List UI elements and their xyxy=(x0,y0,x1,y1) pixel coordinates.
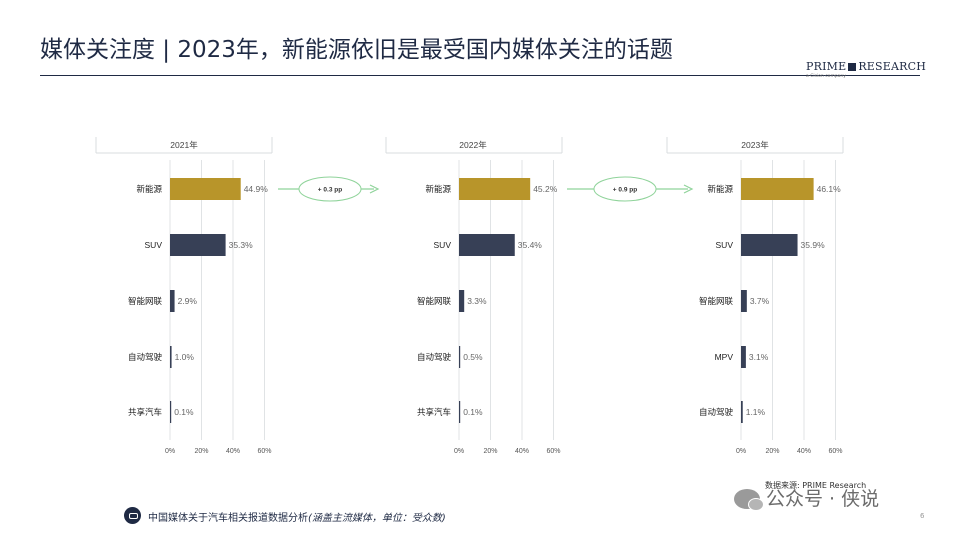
title-divider xyxy=(40,75,920,76)
category-label: 智能网联 xyxy=(417,296,452,306)
bar xyxy=(741,234,798,256)
watermark-text: 公众号 · 侠说 xyxy=(766,488,880,510)
category-label: SUV xyxy=(716,240,734,250)
bar xyxy=(170,178,241,200)
chart-title: 2022年 xyxy=(459,140,487,150)
category-label: SUV xyxy=(434,240,452,250)
category-label: 智能网联 xyxy=(128,296,163,306)
category-label: 新能源 xyxy=(136,184,162,194)
bar xyxy=(459,290,465,312)
bar xyxy=(741,178,814,200)
category-label: 自动驾驶 xyxy=(699,407,734,417)
watermark: 公众号 · 侠说 xyxy=(734,484,879,511)
bar xyxy=(741,346,746,368)
footer-note: (涵盖主流媒体，单位：受众数) xyxy=(308,513,446,524)
category-label: 新能源 xyxy=(425,184,451,194)
logo-mark-icon xyxy=(848,63,857,71)
value-label: 35.4% xyxy=(518,240,543,250)
bar xyxy=(459,346,461,368)
bar xyxy=(170,401,172,423)
category-label: 新能源 xyxy=(707,184,733,194)
change-label: + 0.9 pp xyxy=(613,187,637,194)
category-label: 共享汽车 xyxy=(128,407,162,417)
footer-text: 中国媒体关于汽车相关报道数据分析 xyxy=(148,513,308,524)
x-tick-label: 0% xyxy=(454,448,464,455)
x-tick-label: 0% xyxy=(736,448,746,455)
chat-bubble-icon xyxy=(124,507,141,524)
value-label: 3.7% xyxy=(750,296,770,306)
x-tick-label: 40% xyxy=(226,448,240,455)
value-label: 44.9% xyxy=(244,184,269,194)
logo-text-2: RESEARCH xyxy=(858,60,927,73)
logo-text: PRIME xyxy=(806,60,847,73)
page-title: 媒体关注度 | 2023年，新能源依旧是最受国内媒体关注的话题 xyxy=(40,37,673,63)
value-label: 3.1% xyxy=(749,352,769,362)
x-tick-label: 20% xyxy=(483,448,497,455)
bar xyxy=(741,290,747,312)
chart-title: 2023年 xyxy=(741,140,769,150)
change-label: + 0.3 pp xyxy=(318,187,342,194)
x-tick-label: 60% xyxy=(257,448,271,455)
change-badge xyxy=(298,176,362,202)
bar xyxy=(459,401,461,423)
x-tick-label: 0% xyxy=(165,448,175,455)
category-label: 自动驾驶 xyxy=(417,352,452,362)
bar xyxy=(170,234,226,256)
footer-caption: 中国媒体关于汽车相关报道数据分析(涵盖主流媒体，单位：受众数) xyxy=(148,509,446,524)
value-label: 1.0% xyxy=(175,352,195,362)
x-tick-label: 20% xyxy=(194,448,208,455)
value-label: 45.2% xyxy=(533,184,558,194)
x-tick-label: 60% xyxy=(828,448,842,455)
value-label: 0.1% xyxy=(174,407,194,417)
x-tick-label: 20% xyxy=(765,448,779,455)
wechat-icon xyxy=(734,489,764,511)
change-badge xyxy=(593,176,657,202)
x-tick-label: 40% xyxy=(797,448,811,455)
bar xyxy=(170,290,175,312)
x-tick-label: 60% xyxy=(546,448,560,455)
category-label: SUV xyxy=(145,240,163,250)
category-label: MPV xyxy=(715,352,734,362)
value-label: 2.9% xyxy=(178,296,198,306)
bar xyxy=(459,178,531,200)
category-label: 共享汽车 xyxy=(417,407,451,417)
value-label: 0.5% xyxy=(463,352,483,362)
prime-research-logo: PRIME RESEARCH a Cision company xyxy=(806,60,932,82)
chart-title: 2021年 xyxy=(170,140,198,150)
value-label: 46.1% xyxy=(817,184,842,194)
bar xyxy=(170,346,172,368)
value-label: 1.1% xyxy=(746,407,766,417)
value-label: 3.3% xyxy=(467,296,487,306)
logo-subtitle: a Cision company xyxy=(806,74,846,79)
value-label: 35.3% xyxy=(229,240,254,250)
category-label: 智能网联 xyxy=(699,296,734,306)
value-label: 35.9% xyxy=(801,240,826,250)
bar xyxy=(741,401,743,423)
data-source: 数据来源: PRIME Research xyxy=(765,481,867,490)
page-number: 6 xyxy=(920,512,925,520)
bar xyxy=(459,234,515,256)
x-tick-label: 40% xyxy=(515,448,529,455)
category-label: 自动驾驶 xyxy=(128,352,163,362)
arrow-head-icon xyxy=(683,184,694,194)
value-label: 0.1% xyxy=(463,407,483,417)
arrow-head-icon xyxy=(369,184,380,194)
